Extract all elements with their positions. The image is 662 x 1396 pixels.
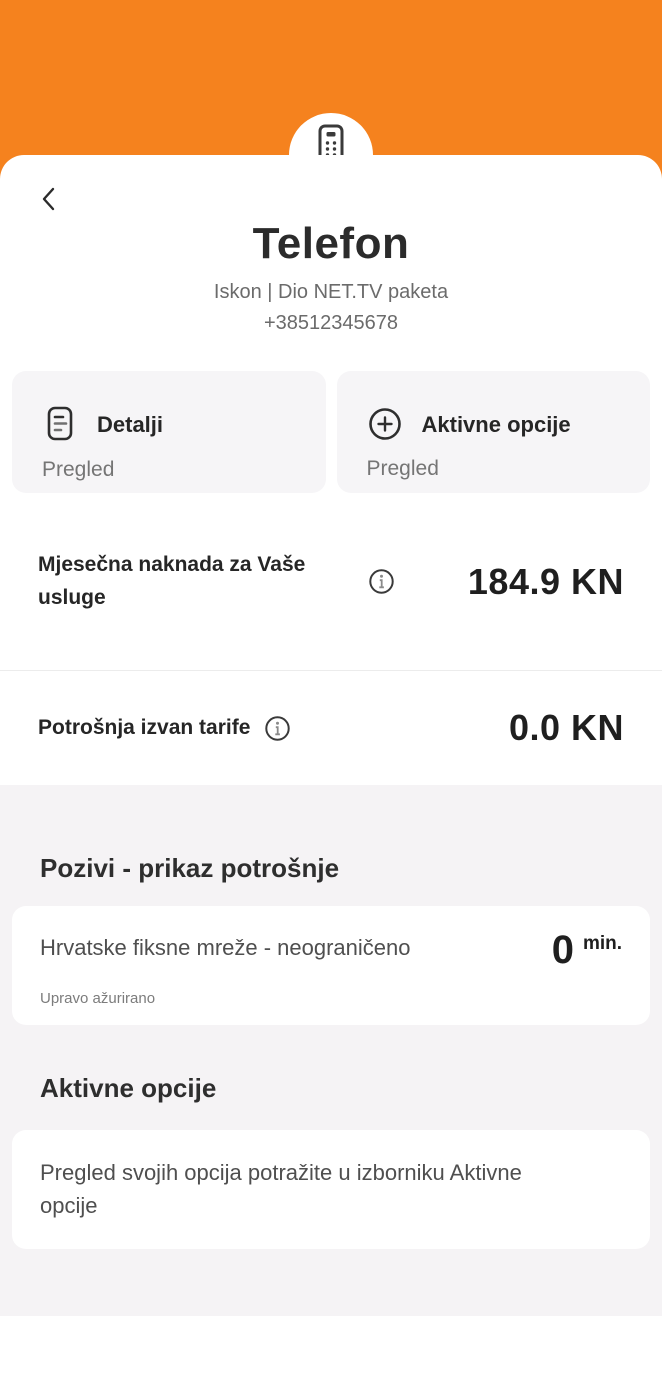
document-icon <box>42 405 78 446</box>
usage-updated-status: Upravo ažurirano <box>40 990 156 1007</box>
usage-value: 0 <box>551 928 574 972</box>
out-of-tariff-info-button[interactable] <box>264 715 291 742</box>
plus-circle-icon <box>367 406 403 445</box>
row-divider <box>0 670 662 671</box>
monthly-fee-info-button[interactable] <box>368 568 395 595</box>
out-of-tariff-value: 0.0 KN <box>508 707 624 748</box>
active-options-tile[interactable]: Aktivne opcije Pregled <box>336 371 650 493</box>
info-icon <box>368 569 395 598</box>
service-subtitle: Iskon | Dio NET.TV paketa <box>213 281 449 303</box>
back-button[interactable] <box>36 185 62 213</box>
actions-row: Detalji Pregled Aktivne opcije Pregled <box>12 371 650 493</box>
details-tile-label: Detalji <box>97 412 164 437</box>
main-card: Telefon Iskon | Dio NET.TV paketa +38512… <box>0 155 662 1317</box>
active-options-card: Pregled svojih opcija potražite u izborn… <box>12 1130 650 1250</box>
monthly-fee-label: Mjesečna naknada za Vaše usluge <box>38 552 306 609</box>
usage-options-section: Pozivi - prikaz potrošnje Hrvatske fiksn… <box>0 785 662 1317</box>
active-options-tile-sublabel: Pregled <box>366 456 439 480</box>
details-tile-sublabel: Pregled <box>42 457 115 481</box>
out-of-tariff-label: Potrošnja izvan tarife <box>38 715 251 739</box>
calls-usage-heading: Pozivi - prikaz potrošnje <box>40 853 340 883</box>
monthly-fee-value: 184.9 KN <box>467 560 624 602</box>
calls-usage-card: Hrvatske fiksne mreže - neograničeno 0 m… <box>12 906 650 1025</box>
details-tile[interactable]: Detalji Pregled <box>12 371 326 493</box>
active-options-heading: Aktivne opcije <box>40 1073 217 1103</box>
page-title: Telefon <box>252 219 410 268</box>
phone-number: +38512345678 <box>263 312 399 334</box>
monthly-fee-row: Mjesečna naknada za Vaše usluge 184.9 KN <box>0 493 662 670</box>
out-of-tariff-row: Potrošnja izvan tarife 0.0 KN <box>0 671 662 785</box>
chevron-left-icon <box>37 187 61 216</box>
active-options-tile-label: Aktivne opcije <box>421 412 571 437</box>
active-options-text: Pregled svojih opcija potražite u izborn… <box>40 1160 522 1218</box>
info-icon <box>264 715 291 745</box>
usage-unit: min. <box>582 933 622 954</box>
usage-item-name: Hrvatske fiksne mreže - neograničeno <box>40 935 411 960</box>
